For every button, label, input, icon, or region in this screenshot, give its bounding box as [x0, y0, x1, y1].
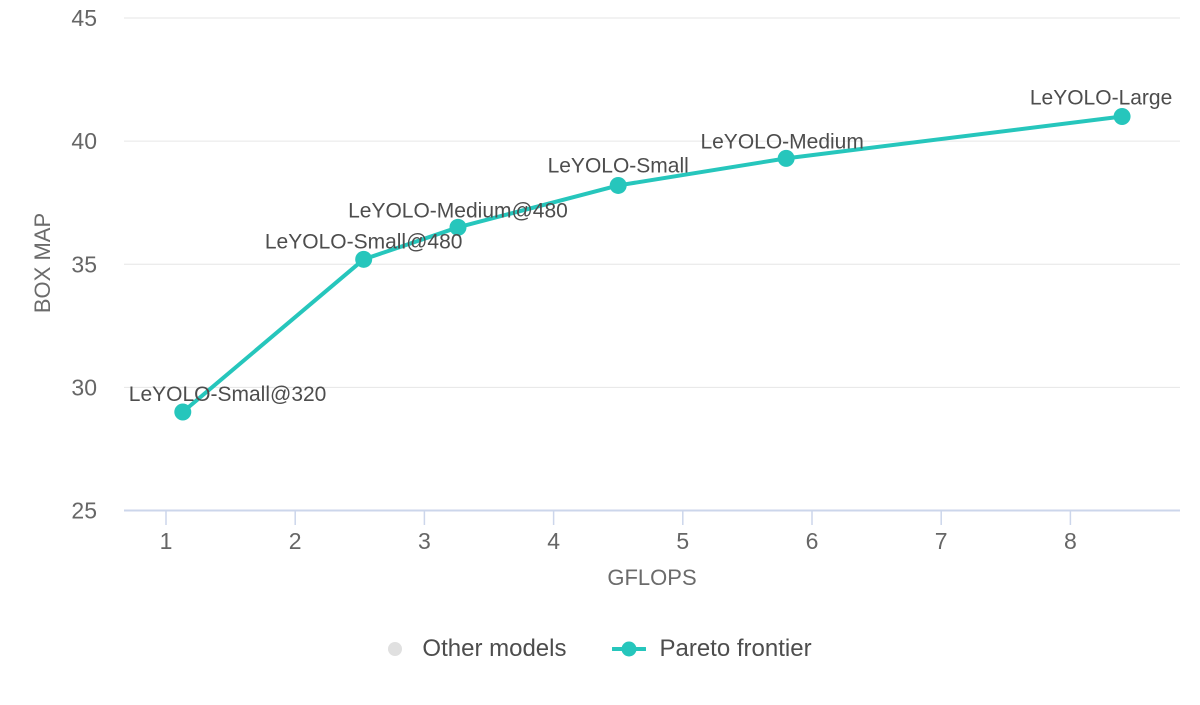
x-tick-label-6: 6 [806, 528, 819, 554]
data-point-leyolo-medium[interactable] [777, 149, 795, 167]
legend: Other models Pareto frontier [0, 615, 1200, 705]
y-tick-label-45: 45 [71, 5, 97, 31]
point-label-leyolo-large: LeYOLO-Large [1030, 87, 1172, 110]
point-label-leyolo-medium: LeYOLO-Medium [700, 130, 863, 153]
legend-item-other-models[interactable]: Other models [388, 635, 566, 663]
x-tick-label-3: 3 [418, 528, 431, 554]
data-point-leyolo-small[interactable] [609, 176, 627, 194]
pareto-frontier-marker-icon [612, 641, 647, 657]
y-tick-label-25: 25 [71, 498, 97, 524]
data-point-leyolo-small-480[interactable] [355, 250, 373, 268]
pareto-frontier-line[interactable] [180, 114, 1125, 414]
legend-item-pareto-frontier[interactable]: Pareto frontier [612, 635, 812, 663]
y-tick-label-30: 30 [71, 374, 97, 400]
other-models-marker-icon [388, 642, 403, 656]
data-point-leyolo-large[interactable] [1113, 108, 1131, 125]
point-label-leyolo-small-320: LeYOLO-Small@320 [129, 383, 327, 406]
legend-label-pareto-frontier: Pareto frontier [659, 635, 812, 662]
x-tick-label-8: 8 [1064, 528, 1077, 554]
point-label-leyolo-medium-480: LeYOLO-Medium@480 [348, 199, 568, 222]
data-point-leyolo-medium-480[interactable] [449, 218, 467, 236]
y-tick-label-40: 40 [71, 128, 97, 154]
y-tick-label-35: 35 [71, 251, 97, 277]
x-tick-label-1: 1 [160, 528, 173, 554]
x-tick-label-2: 2 [289, 528, 302, 554]
point-label-leyolo-small-480: LeYOLO-Small@480 [265, 230, 463, 253]
y-axis-title: BOX MAP [30, 213, 55, 313]
series [174, 108, 1131, 421]
x-axis-title: GFLOPS [607, 565, 696, 590]
x-tick-label-5: 5 [676, 528, 689, 554]
x-tick-label-4: 4 [547, 528, 560, 554]
gridlines [124, 17, 1180, 388]
legend-label-other-models: Other models [422, 635, 567, 662]
data-point-leyolo-small-320[interactable] [174, 403, 192, 421]
point-labels: LeYOLO-Small@320 LeYOLO-Small@480 LeYOLO-M… [129, 87, 1172, 407]
point-label-leyolo-small: LeYOLO-Small [548, 154, 689, 177]
x-tick-label-7: 7 [935, 528, 948, 554]
